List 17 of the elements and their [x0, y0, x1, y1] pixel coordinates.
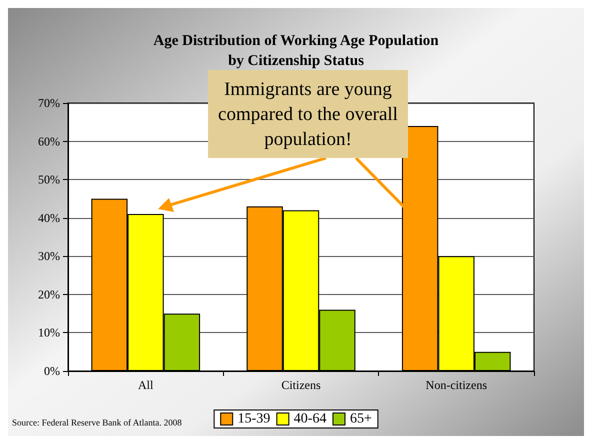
y-tick-label: 50% [38, 172, 60, 187]
y-tick-label: 20% [38, 287, 60, 302]
y-tick-label: 30% [38, 249, 60, 264]
x-tick-label: All [138, 378, 154, 392]
x-tick-label: Non-citizens [426, 378, 488, 392]
y-tick-label: 60% [38, 134, 60, 148]
annotation: Immigrants are young compared to the overall population! [217, 78, 399, 152]
y-tick-label: 0% [44, 364, 60, 378]
y-tick-label: 40% [38, 210, 60, 225]
y-tick-label: 10% [38, 326, 60, 340]
legend-label: 65+ [350, 412, 372, 426]
x-tick-label: Citizens [281, 378, 321, 392]
legend-label: 40-64 [294, 412, 326, 426]
source-note: Source: Federal Reserve Bank of Atlanta. 2008 [12, 418, 182, 428]
legend-label: 15-39 [238, 412, 270, 426]
chart-title: Age Distribution of Working Age Population by Citizenship Status [153, 33, 440, 69]
y-tick-label: 70% [38, 96, 60, 110]
